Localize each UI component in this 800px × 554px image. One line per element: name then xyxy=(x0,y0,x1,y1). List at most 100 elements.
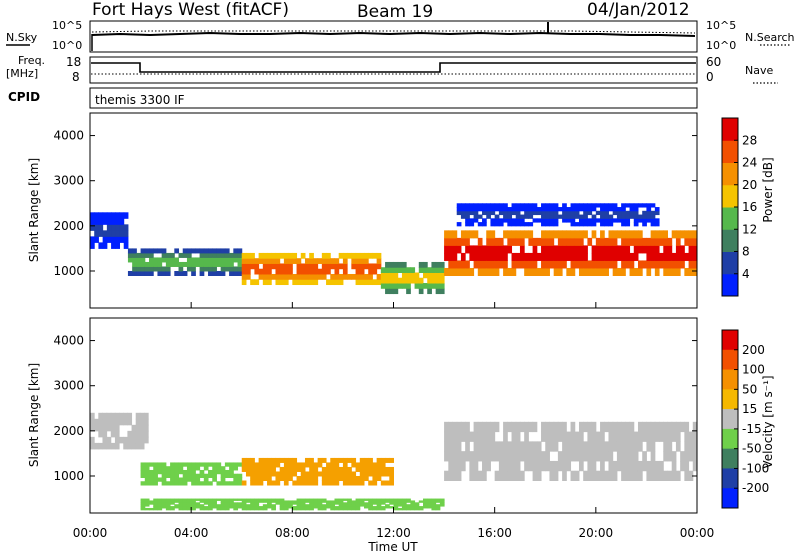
echo-cell xyxy=(667,267,673,276)
echo-cell xyxy=(435,504,441,507)
echo-cell xyxy=(203,498,209,501)
echo-cell xyxy=(313,502,319,505)
echo-cell xyxy=(583,470,588,481)
echo-cell xyxy=(283,263,289,270)
echo-cell xyxy=(330,500,335,503)
echo-cell xyxy=(642,421,647,433)
echo-cell xyxy=(224,507,230,511)
echo-cell xyxy=(139,436,145,444)
echo-cell xyxy=(165,252,171,258)
echo-cell xyxy=(528,207,534,212)
echo-cell xyxy=(650,260,656,269)
echo-cell xyxy=(486,441,491,452)
echo-cell xyxy=(494,267,500,276)
echo-cell xyxy=(452,252,458,261)
echo-cell xyxy=(557,252,563,261)
echo-cell xyxy=(296,507,302,511)
echo-cell xyxy=(659,260,664,269)
echo-cell xyxy=(380,466,386,472)
echo-cell xyxy=(191,507,196,511)
echo-cell xyxy=(587,260,593,269)
echo-cell xyxy=(224,469,230,475)
echo-cell xyxy=(153,506,158,509)
echo-cell xyxy=(208,481,213,486)
echo-cell xyxy=(545,267,550,276)
echo-cell xyxy=(633,267,639,276)
echo-cell xyxy=(444,451,449,462)
echo-cell xyxy=(372,500,378,503)
echo-cell xyxy=(625,260,631,269)
echo-cell xyxy=(338,507,344,511)
echo-cell xyxy=(94,424,99,432)
echo-cell xyxy=(317,462,323,468)
echo-cell xyxy=(153,481,158,486)
echo-cell xyxy=(195,504,201,507)
echo-cell xyxy=(359,498,365,501)
echo-cell xyxy=(612,267,618,276)
echo-cell xyxy=(397,507,403,511)
echo-cell xyxy=(149,462,154,467)
echo-cell xyxy=(233,257,239,263)
echo-cell xyxy=(139,430,145,438)
echo-cell xyxy=(608,207,614,212)
echo-cell xyxy=(663,245,668,254)
echo-cell xyxy=(250,475,255,481)
echo-cell xyxy=(511,421,517,433)
echo-cell xyxy=(296,279,302,286)
echo-cell xyxy=(258,466,264,472)
echo-cell xyxy=(637,431,643,442)
echo-cell xyxy=(262,471,268,477)
echo-cell xyxy=(553,267,559,276)
echo-cell xyxy=(376,466,382,472)
echo-cell xyxy=(182,270,188,276)
echo-cell xyxy=(528,214,534,219)
echo-cell xyxy=(182,462,188,467)
echo-cell xyxy=(149,473,154,478)
echo-cell xyxy=(570,441,576,452)
echo-cell xyxy=(304,273,310,280)
echo-cell xyxy=(111,212,116,219)
echo-cell xyxy=(300,506,306,509)
echo-cell xyxy=(250,498,255,501)
echo-cell xyxy=(650,218,656,223)
echo-cell xyxy=(515,470,521,481)
echo-cell xyxy=(110,442,116,450)
echo-cell xyxy=(372,462,378,468)
echo-cell xyxy=(186,257,192,263)
echo-cell xyxy=(135,418,141,426)
echo-cell xyxy=(389,288,394,295)
echo-cell xyxy=(629,260,635,269)
echo-cell xyxy=(191,266,196,272)
echo-cell xyxy=(637,267,643,276)
echo-cell xyxy=(393,283,399,289)
echo-cell xyxy=(469,207,475,212)
echo-cell xyxy=(351,480,357,486)
echo-cell xyxy=(608,252,614,261)
echo-cell xyxy=(283,507,289,511)
echo-cell xyxy=(389,506,394,509)
echo-cell xyxy=(692,421,698,433)
echo-cell xyxy=(650,460,656,472)
echo-cell xyxy=(659,421,664,433)
echo-cell xyxy=(692,451,698,462)
echo-cell xyxy=(203,248,209,254)
echo-cell xyxy=(347,466,352,472)
echo-cell xyxy=(490,421,496,433)
echo-cell xyxy=(595,237,601,246)
echo-cell xyxy=(195,261,201,267)
echo-cell xyxy=(203,507,209,511)
freq-unit: [MHz] xyxy=(6,67,38,80)
echo-cell xyxy=(444,421,449,433)
echo-cell xyxy=(625,218,631,223)
echo-cell xyxy=(140,248,146,254)
echo-cell xyxy=(587,203,593,208)
echo-cell xyxy=(165,506,171,509)
echo-cell xyxy=(637,245,643,254)
echo-cell xyxy=(326,258,331,264)
echo-cell xyxy=(254,480,260,486)
echo-cell xyxy=(549,210,555,216)
echo-cell xyxy=(157,462,163,467)
echo-cell xyxy=(642,237,647,246)
echo-cell xyxy=(519,260,525,269)
